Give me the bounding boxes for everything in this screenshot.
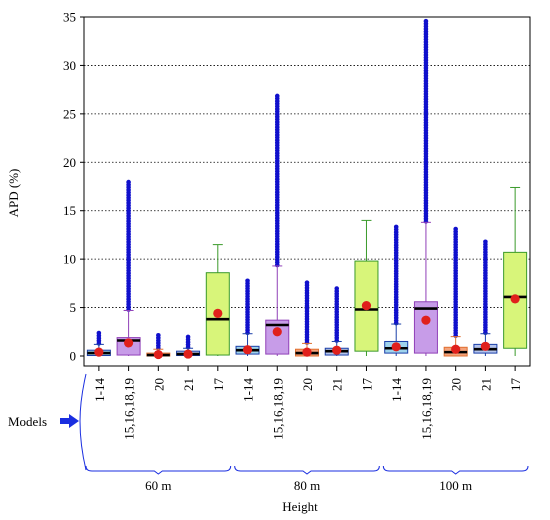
models-label: Models [8,414,47,429]
iqr-box [265,319,290,355]
outlier-point [185,334,191,340]
y-axis-label: APD (%) [6,169,21,218]
x-category-label: 17 [359,378,374,392]
x-category-label: 20 [300,378,315,391]
box-80m-17 [354,219,379,356]
box-series [86,18,528,360]
outlier-point [126,179,131,185]
y-axis-ticks: 0 5 10 15 20 25 30 35 [63,10,84,364]
box-100m-20 [443,226,468,357]
outlier-point [423,18,429,24]
outlier-point [453,226,458,232]
mean-marker [213,308,223,318]
outlier-point [483,239,488,245]
x-category-label: 15,16,18,19 [270,378,285,440]
mean-marker [124,338,134,348]
x-category-label: 20 [151,378,166,391]
box-80m-15-16-18-19 [265,93,290,356]
x-axis-label: Height [282,499,318,514]
x-category-labels: 1-14 15,16,18,19 20 21 17 1-14 15,16,18,19 20 21… [92,366,523,440]
y-tick-label: 5 [70,300,77,315]
group-label: 60 m [145,478,171,493]
outlier-point [304,280,310,285]
mean-marker [332,345,342,355]
x-category-label: 21 [478,378,493,391]
outlier-point [245,278,250,284]
box-60m-1-14 [86,330,111,357]
x-category-label: 15,16,18,19 [122,378,137,440]
group-brace [234,465,380,475]
plot-frame [83,16,531,367]
y-tick-label: 35 [63,10,76,25]
y-tick-label: 0 [70,349,77,364]
mean-marker [451,344,461,354]
x-category-label: 21 [181,378,196,391]
outlier-point [156,332,161,338]
iqr-box [413,301,438,354]
x-category-label: 1-14 [389,378,404,402]
box-60m-17 [205,244,230,356]
box-80m-21 [324,286,349,356]
y-tick-label: 30 [63,58,76,73]
x-category-label: 1-14 [241,378,256,402]
box-100m-1-14 [384,224,409,356]
y-tick-label: 10 [63,252,76,267]
x-category-label: 21 [330,378,345,391]
mean-marker [480,341,490,351]
box-60m-21 [176,334,201,359]
group-brace [382,465,529,475]
mean-marker [272,327,282,337]
mean-marker [183,349,193,359]
y-tick-label: 20 [63,155,76,170]
outlier-point [96,330,102,336]
box-100m-21 [473,239,498,356]
box-100m-17 [503,186,528,356]
x-category-label: 17 [508,378,523,392]
box-60m-15-16-18-19 [116,179,141,356]
grid-lines [84,16,530,308]
mean-marker [510,294,520,304]
outlier-point [274,93,280,99]
outlier-point [393,224,399,230]
x-category-label: 20 [449,378,464,391]
mean-marker [302,347,312,357]
mean-marker [391,342,401,352]
x-category-label: 17 [211,378,226,392]
mean-marker [421,315,431,325]
box-100m-15-16-18-19 [413,18,438,356]
mean-marker [94,347,104,357]
arrow-right-icon [60,414,79,428]
height-group-labels: 60 m 80 m 100 m [85,465,529,493]
group-label: 100 m [439,478,472,493]
box-80m-1-14 [235,278,260,356]
outlier-point [334,286,340,291]
x-category-label: 1-14 [92,378,107,402]
models-bracket [79,373,87,471]
y-tick-label: 25 [63,106,76,121]
group-label: 80 m [294,478,320,493]
group-brace [85,465,232,475]
mean-marker [153,349,163,360]
box-80m-20 [295,280,319,357]
y-tick-label: 15 [63,203,76,218]
mean-marker [242,345,253,355]
mean-marker [361,301,372,311]
x-category-label: 15,16,18,19 [419,378,434,440]
box-60m-20 [146,332,171,360]
